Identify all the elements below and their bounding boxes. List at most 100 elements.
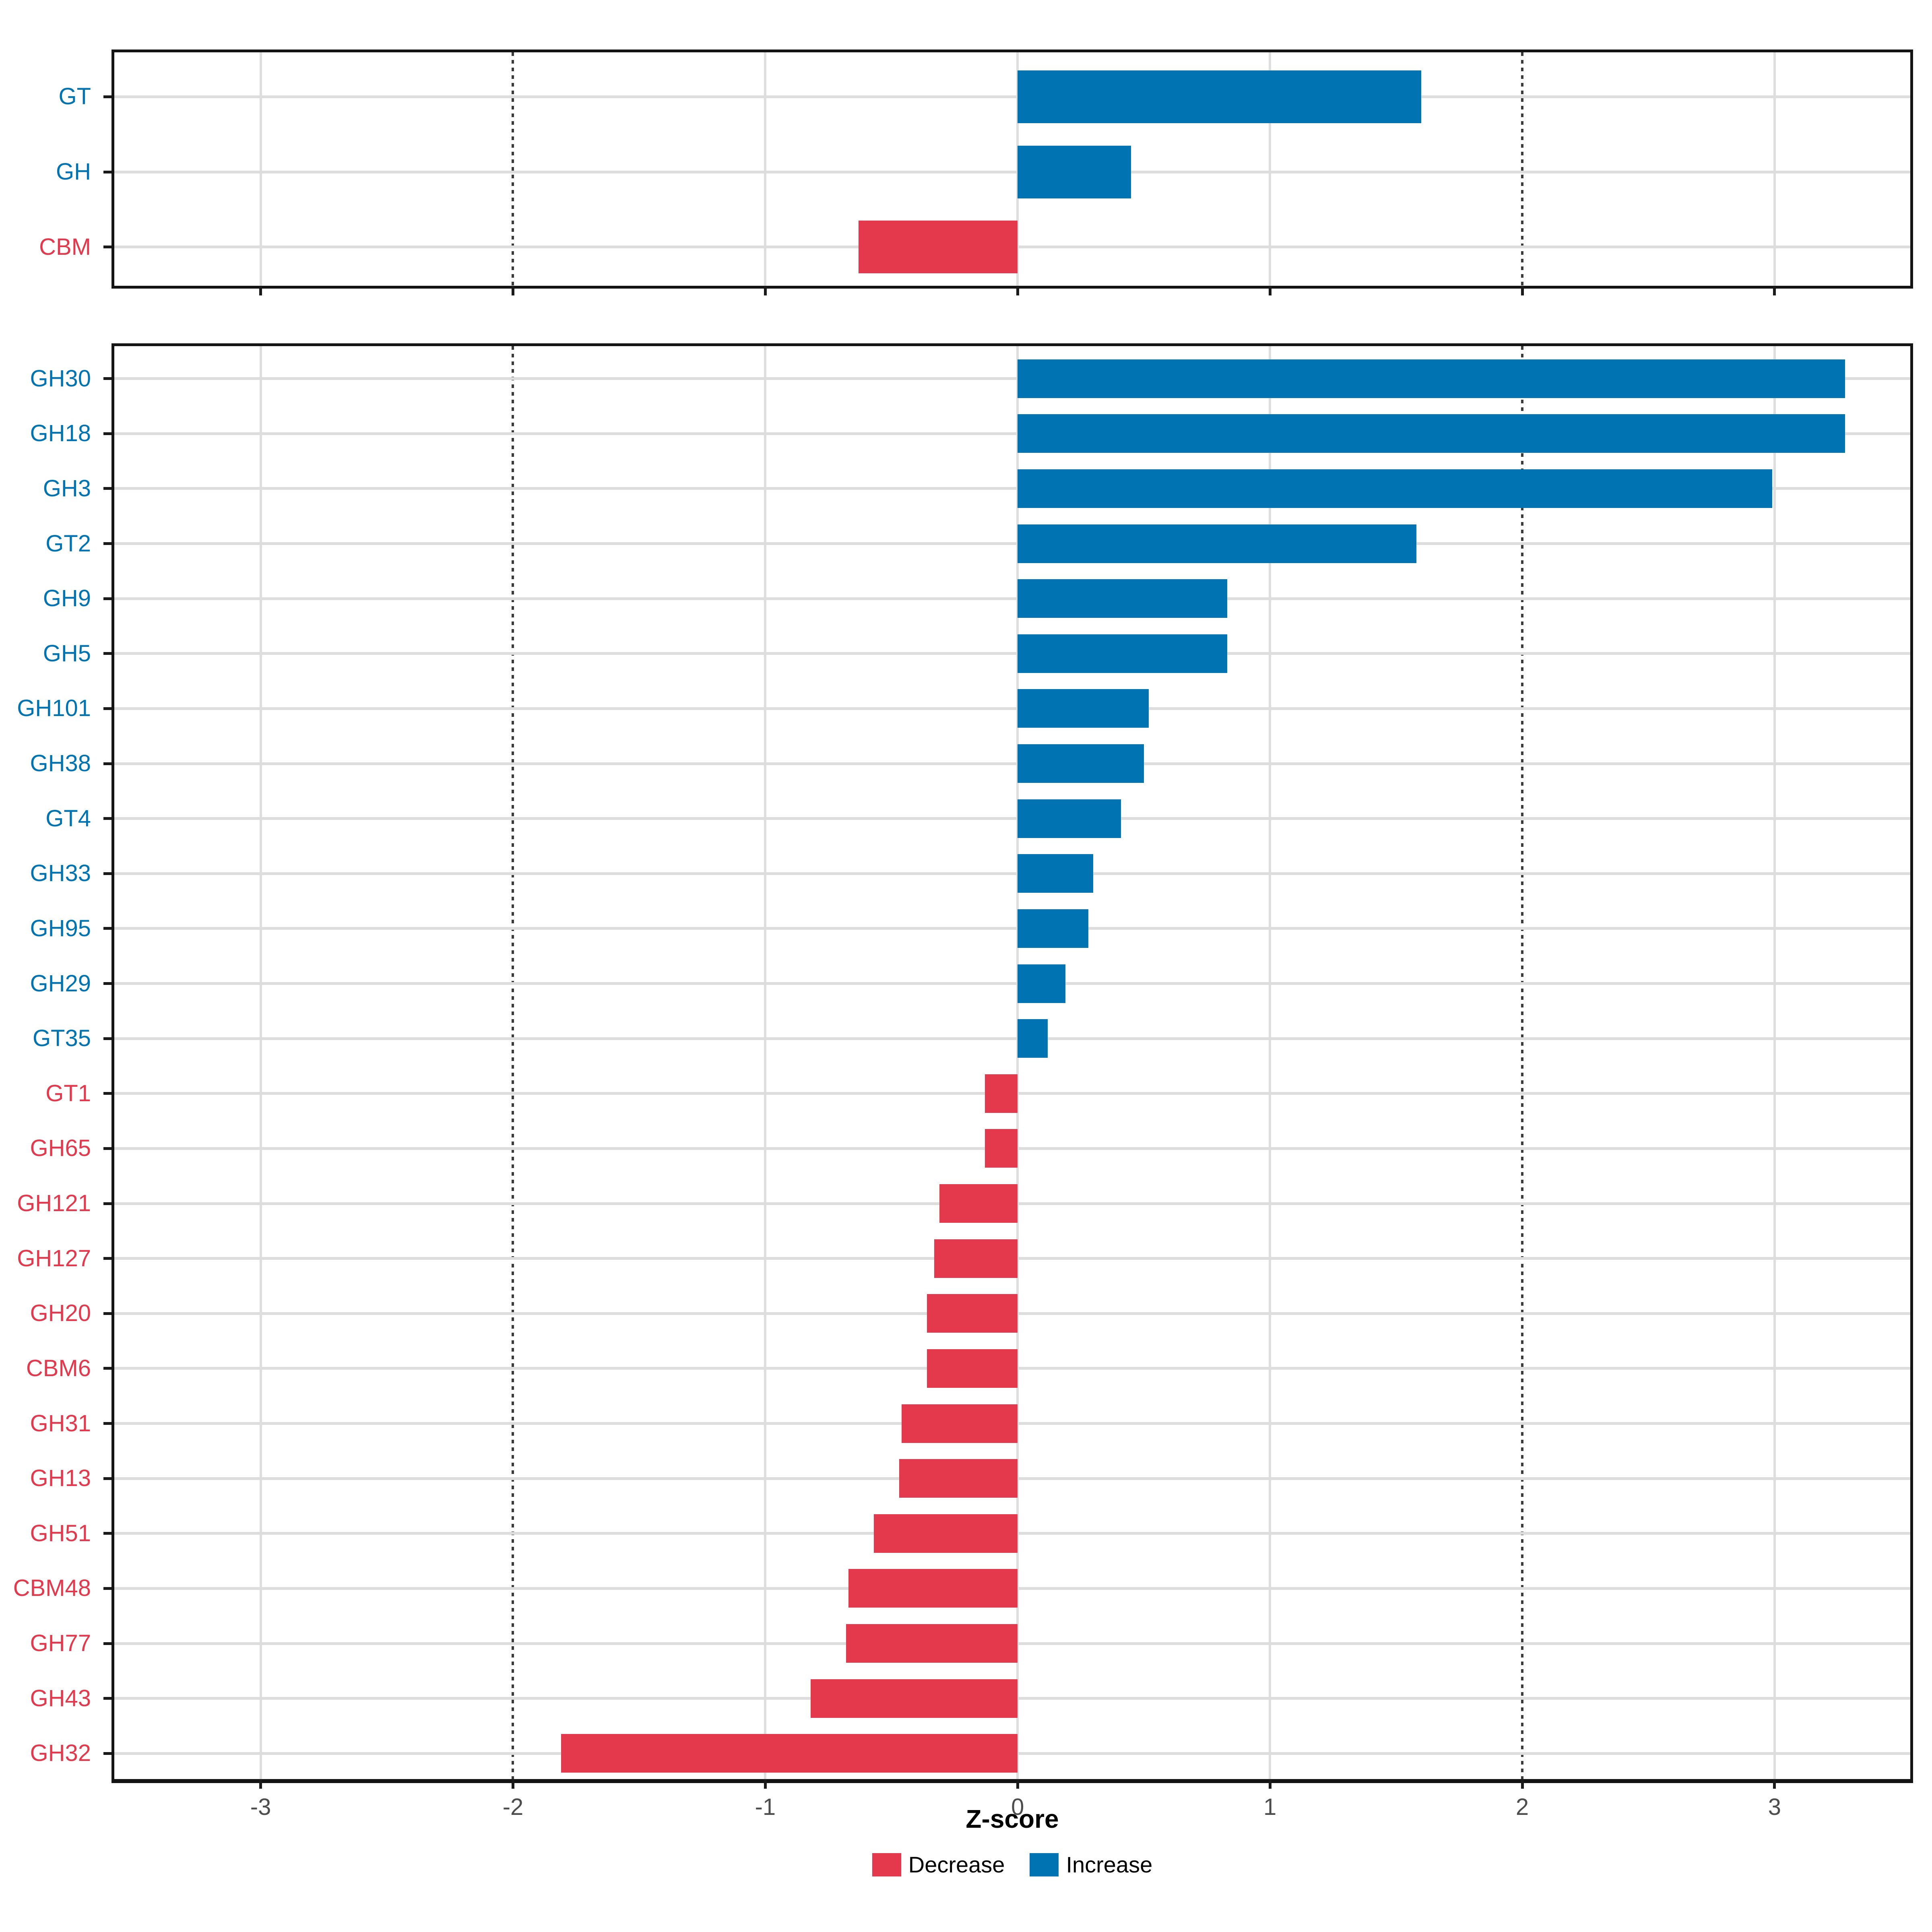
y-tick (103, 597, 111, 600)
row-gridline (114, 707, 1910, 710)
y-axis-label-CBM: CBM (39, 233, 91, 260)
row-gridline (114, 95, 1910, 98)
x-gridline-3 (1773, 52, 1776, 286)
y-tick (103, 1422, 111, 1425)
reference-line-2 (1521, 346, 1524, 1779)
x-tick-1 (1268, 1779, 1271, 1789)
x-tick--1 (764, 286, 767, 295)
x-tick-label-2: 2 (1515, 1794, 1529, 1820)
bar-GH77 (846, 1624, 1018, 1663)
bar-GH3 (1018, 469, 1772, 508)
y-axis-label-GH: GH (56, 159, 91, 185)
legend-label-decrease: Decrease (908, 1852, 1005, 1877)
bar-GH65 (985, 1129, 1018, 1168)
x-tick--2 (511, 1779, 514, 1789)
bar-GH31 (901, 1404, 1018, 1443)
y-tick (103, 542, 111, 545)
y-tick (103, 170, 111, 173)
legend-key-decrease (872, 1853, 901, 1876)
bar-GH43 (811, 1679, 1018, 1718)
row-gridline (114, 170, 1910, 173)
category-panel: GT GH CBM (39, 50, 1913, 295)
x-tick--1 (764, 1779, 767, 1789)
y-axis-label-GT4: GT4 (45, 805, 91, 832)
y-tick (103, 1037, 111, 1040)
bar-GH30 (1018, 359, 1845, 398)
y-axis-label-GH5: GH5 (43, 640, 91, 667)
bar-GH13 (899, 1459, 1018, 1498)
bar-GH29 (1018, 964, 1066, 1003)
y-axis-label-GH51: GH51 (30, 1520, 91, 1546)
y-tick (103, 246, 111, 249)
row-gridline (114, 872, 1910, 875)
row-gridline (114, 377, 1910, 380)
x-tick-1 (1268, 286, 1271, 295)
bar-GH38 (1018, 744, 1144, 783)
x-tick--3 (259, 286, 262, 295)
x-tick-label-0: 0 (1011, 1794, 1024, 1820)
x-tick-label--1: -1 (755, 1794, 776, 1820)
y-axis-label-GH43: GH43 (30, 1685, 91, 1711)
x-gridline-0 (1016, 346, 1019, 1779)
y-axis-label-GH20: GH20 (30, 1300, 91, 1327)
y-axis-label-CBM6: CBM6 (26, 1355, 91, 1381)
row-gridline (114, 542, 1910, 545)
y-axis-label-GH9: GH9 (43, 585, 91, 612)
legend-key-increase (1030, 1853, 1059, 1876)
x-tick--2 (511, 286, 514, 295)
y-axis-label-GH127: GH127 (17, 1245, 91, 1271)
y-tick (103, 762, 111, 765)
x-gridline-1 (1269, 346, 1271, 1779)
y-tick (103, 1642, 111, 1645)
x-tick-label--2: -2 (502, 1794, 524, 1820)
reference-line-2 (1521, 52, 1524, 286)
y-tick (103, 377, 111, 380)
y-tick (103, 982, 111, 985)
bar-GT2 (1018, 524, 1416, 563)
y-axis-label-GT1: GT1 (45, 1080, 91, 1106)
y-tick (103, 487, 111, 490)
bar-GH51 (873, 1514, 1018, 1553)
y-axis-label-GH13: GH13 (30, 1465, 91, 1492)
y-axis-label-GH77: GH77 (30, 1630, 91, 1657)
row-gridline (114, 432, 1910, 435)
y-tick (103, 1312, 111, 1315)
x-tick-label-3: 3 (1768, 1794, 1781, 1820)
bar-GH (1018, 145, 1131, 198)
y-axis-label-CBM48: CBM48 (13, 1575, 91, 1602)
family-panel: GH30 GH18 GH3 GT2 GH9 GH5 GH101 GH38 GT4 GH33 GH95… (13, 343, 1913, 1820)
y-tick (103, 1202, 111, 1205)
y-axis-label-GH3: GH3 (43, 475, 91, 502)
y-axis-label-GH31: GH31 (30, 1410, 91, 1437)
x-tick-label--3: -3 (250, 1794, 271, 1820)
y-axis-label-GH38: GH38 (30, 750, 91, 777)
x-tick-3 (1773, 1779, 1776, 1789)
y-tick (103, 1532, 111, 1535)
y-axis-label-GH121: GH121 (17, 1190, 91, 1217)
bar-GH18 (1018, 414, 1845, 453)
y-axis-label-GH33: GH33 (30, 860, 91, 887)
bar-GT35 (1018, 1019, 1048, 1058)
x-tick-2 (1521, 1779, 1524, 1789)
bar-GH95 (1018, 909, 1088, 948)
x-tick-0 (1016, 1779, 1019, 1789)
bar-GH5 (1018, 634, 1227, 673)
row-gridline (114, 1037, 1910, 1040)
y-tick (103, 1092, 111, 1095)
bar-GH32 (561, 1734, 1018, 1773)
bar-CBM6 (927, 1349, 1018, 1388)
y-axis-label-GT2: GT2 (45, 530, 91, 557)
x-tick--3 (259, 1779, 262, 1789)
reference-line--2 (512, 346, 514, 1779)
y-axis-label-GT35: GT35 (32, 1025, 91, 1052)
x-tick-3 (1773, 286, 1776, 295)
row-gridline (114, 652, 1910, 655)
bar-GH9 (1018, 579, 1227, 618)
x-gridline--1 (764, 52, 767, 286)
y-tick (103, 707, 111, 710)
legend: Decrease Increase (111, 1852, 1913, 1878)
bar-GT4 (1018, 799, 1121, 838)
row-gridline (114, 762, 1910, 765)
x-tick-2 (1521, 286, 1524, 295)
